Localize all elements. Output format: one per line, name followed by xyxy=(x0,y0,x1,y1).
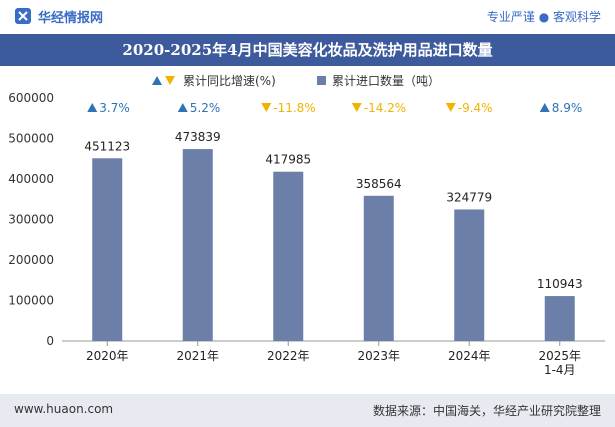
footer-url: www.huaon.com xyxy=(14,402,114,416)
x-tick-label: 2023年 xyxy=(357,349,400,363)
y-tick-label: 200000 xyxy=(8,253,54,267)
growth-label: -9.4% xyxy=(458,101,493,115)
y-tick-label: 500000 xyxy=(8,132,54,146)
bar-value-label: 473839 xyxy=(175,130,221,144)
growth-down-icon xyxy=(445,103,456,112)
legend-growth-label: 累计同比增速(%) xyxy=(183,74,276,88)
x-tick-label: 2024年 xyxy=(448,349,491,363)
x-tick-label: 1-4月 xyxy=(544,363,576,377)
bar-chart: 累计同比增速(%) 累计进口数量（吨） 0 100000 200000 300000 4… xyxy=(8,73,605,377)
legend-up-triangle-icon xyxy=(152,76,162,85)
legend: 累计同比增速(%) 累计进口数量（吨） xyxy=(152,73,440,88)
x-tick-label: 2022年 xyxy=(267,349,310,363)
x-tick-label: 2020年 xyxy=(86,349,129,363)
growth-label: -11.8% xyxy=(273,101,315,115)
bar xyxy=(363,195,394,341)
growth-label: 3.7% xyxy=(99,101,130,115)
x-tick-label: 2025年 xyxy=(538,349,581,363)
y-tick-label: 300000 xyxy=(8,213,54,227)
legend-down-triangle-icon xyxy=(165,76,175,85)
growth-up-icon xyxy=(177,103,188,112)
bar xyxy=(544,296,575,341)
bar xyxy=(182,149,213,341)
growth-down-icon xyxy=(351,103,362,112)
bar-value-label: 451123 xyxy=(84,139,130,153)
growth-label: -14.2% xyxy=(364,101,406,115)
bar xyxy=(92,158,123,341)
y-tick-label: 100000 xyxy=(8,294,54,308)
bar-value-label: 417985 xyxy=(265,153,311,167)
chart-title: 2020-2025年4月中国美容化妆品及洗护用品进口数量 xyxy=(0,34,615,66)
brand-name: 华经情报网 xyxy=(38,11,104,26)
bar xyxy=(454,209,485,341)
legend-bar-swatch xyxy=(317,76,326,85)
y-tick-label: 600000 xyxy=(8,91,54,105)
bar-value-label: 324779 xyxy=(446,190,492,204)
growth-label: 5.2% xyxy=(190,101,221,115)
growth-up-icon xyxy=(539,103,550,112)
y-tick-label: 400000 xyxy=(8,172,54,186)
growth-up-icon xyxy=(87,103,98,112)
legend-quantity-label: 累计进口数量（吨） xyxy=(332,73,440,88)
x-tick-label: 2021年 xyxy=(176,349,219,363)
footer-bar: www.huaon.com 数据来源：中国海关，华经产业研究院整理 xyxy=(0,394,615,427)
huajing-logo-icon xyxy=(15,8,31,24)
bar xyxy=(273,171,304,341)
bar-value-label: 110943 xyxy=(537,277,583,291)
header-bar: 华经情报网 专业严谨 ● 客观科学 xyxy=(0,0,615,34)
slogan: 专业严谨 ● 客观科学 xyxy=(486,10,601,24)
y-tick-label: 0 xyxy=(46,334,54,348)
bar-value-label: 358564 xyxy=(356,177,402,191)
growth-label: 8.9% xyxy=(552,101,583,115)
growth-down-icon xyxy=(261,103,272,112)
footer-source: 数据来源：中国海关，华经产业研究院整理 xyxy=(372,404,601,418)
